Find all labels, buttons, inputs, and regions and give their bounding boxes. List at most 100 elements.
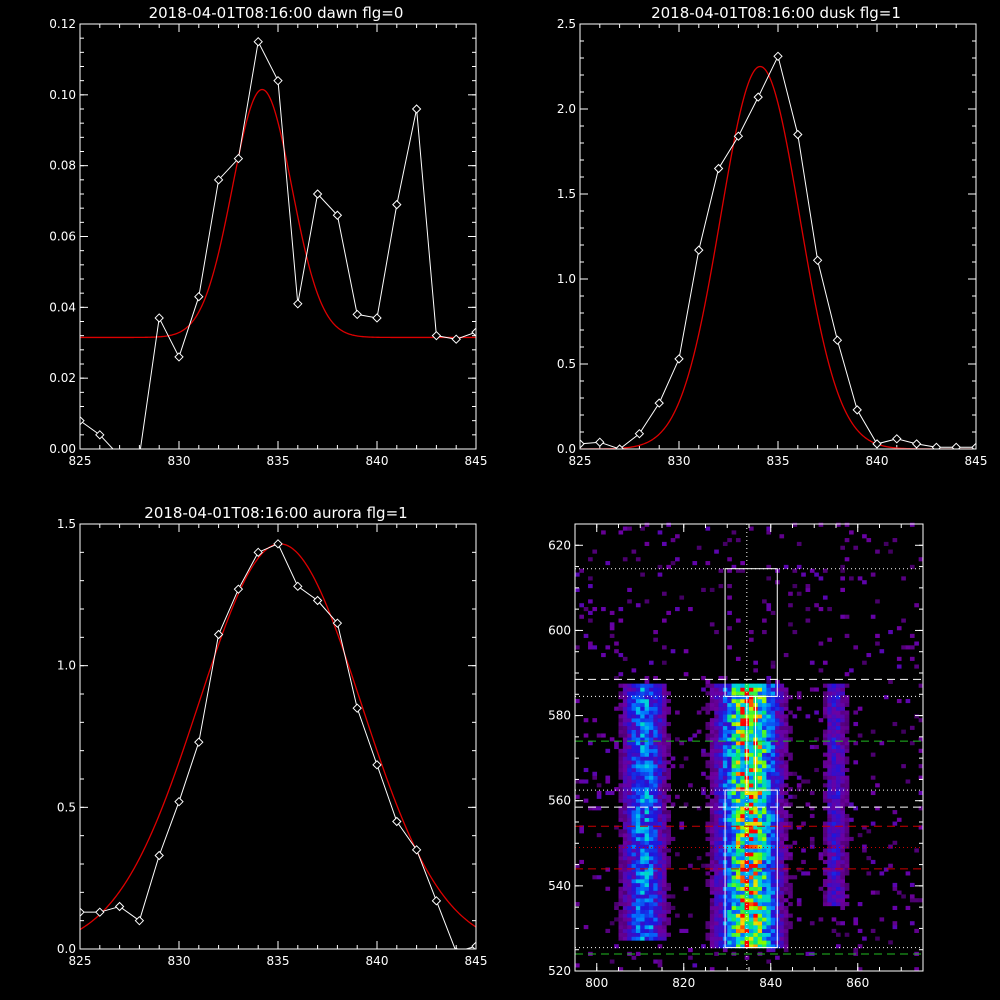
- intensity-cell: [840, 863, 845, 868]
- intensity-cell: [627, 787, 632, 792]
- intensity-cell: [709, 813, 715, 819]
- intensity-cell: [731, 764, 737, 769]
- intensity-cell: [731, 798, 737, 803]
- intensity-cell: [648, 817, 654, 822]
- intensity-cell: [640, 687, 645, 692]
- intensity-cell: [762, 802, 767, 807]
- intensity-cell: [914, 641, 919, 646]
- intensity-cell: [909, 633, 915, 638]
- intensity-cell: [648, 748, 654, 753]
- intensity-cell: [653, 959, 658, 964]
- intensity-cell: [709, 882, 715, 888]
- intensity-cell: [749, 882, 754, 888]
- intensity-cell: [740, 790, 745, 796]
- intensity-cell: [722, 767, 728, 773]
- intensity-cell: [644, 810, 650, 815]
- intensity-cell: [744, 683, 750, 688]
- intensity-cell: [635, 898, 641, 903]
- intensity-cell: [762, 871, 767, 876]
- intensity-cell: [631, 909, 637, 914]
- intensity-cell: [718, 584, 724, 589]
- aurora-data-point: [233, 584, 244, 594]
- intensity-cell: [840, 902, 845, 907]
- intensity-cell: [831, 748, 837, 753]
- dusk-data-point: [634, 428, 645, 439]
- intensity-cell: [779, 863, 785, 868]
- intensity-cell: [836, 825, 841, 830]
- intensity-cell: [627, 913, 632, 918]
- intensity-cell: [709, 691, 715, 696]
- intensity-cell: [753, 867, 758, 872]
- intensity-cell: [727, 714, 732, 719]
- intensity-cell: [718, 706, 724, 711]
- intensity-cell: [627, 737, 632, 742]
- intensity-cell: [635, 936, 641, 941]
- intensity-cell: [614, 825, 619, 830]
- intensity-cell: [775, 710, 780, 715]
- intensity-cell: [627, 764, 632, 769]
- intensity-cell: [657, 875, 663, 880]
- intensity-cell: [757, 944, 763, 949]
- intensity-cell: [622, 714, 628, 719]
- intensity-cell: [635, 760, 641, 765]
- intensity-cell: [653, 637, 658, 642]
- intensity-cell: [635, 806, 641, 811]
- intensity-cell: [588, 610, 593, 615]
- intensity-cell: [766, 848, 772, 853]
- intensity-cell: [779, 859, 785, 865]
- intensity-cell: [644, 741, 650, 746]
- intensity-cell: [892, 905, 898, 910]
- intensity-cell: [866, 856, 872, 861]
- intensity-cell: [692, 733, 698, 738]
- dawn-y-tick-label: 0.10: [49, 88, 76, 102]
- intensity-cell: [722, 775, 728, 780]
- intensity-cell: [827, 890, 832, 895]
- intensity-cell: [740, 905, 745, 910]
- intensity-cell: [662, 810, 667, 815]
- intensity-cell: [822, 790, 828, 796]
- intensity-cell: [766, 875, 772, 880]
- intensity-cell: [657, 691, 663, 696]
- intensity-cell: [631, 867, 637, 872]
- intensity-cell: [762, 875, 767, 880]
- intensity-cell: [879, 741, 885, 746]
- intensity-cell: [753, 852, 758, 857]
- intensity-cell: [749, 779, 754, 784]
- intensity-cell: [718, 752, 724, 757]
- intensity-cell: [735, 798, 741, 803]
- intensity-cell: [714, 879, 719, 884]
- intensity-cell: [714, 848, 719, 853]
- intensity-cell: [727, 852, 732, 857]
- intensity-cell: [779, 833, 785, 838]
- intensity-cell: [596, 790, 602, 796]
- intensity-cell: [844, 522, 850, 527]
- intensity-cell: [753, 813, 758, 819]
- intensity-cell: [827, 817, 832, 822]
- intensity-cell: [631, 771, 637, 776]
- intensity-cell: [640, 882, 645, 888]
- intensity-cell: [709, 936, 715, 941]
- intensity-cell: [627, 886, 632, 891]
- intensity-cell: [836, 944, 841, 949]
- intensity-cell: [836, 821, 841, 826]
- intensity-cell: [648, 925, 654, 930]
- intensity-cell: [796, 917, 802, 922]
- intensity-cell: [749, 813, 754, 819]
- intensity-cell: [735, 787, 741, 792]
- intensity-cell: [648, 825, 654, 830]
- intensity-cell: [840, 614, 845, 619]
- intensity-cell: [740, 825, 745, 830]
- intensity-cell: [792, 840, 798, 845]
- intensity-cell: [618, 806, 624, 811]
- intensity-cell: [788, 695, 793, 700]
- intensity-cell: [857, 733, 863, 738]
- intensity-cell: [644, 848, 650, 853]
- intensity-cell: [740, 898, 745, 903]
- intensity-cell: [688, 913, 693, 918]
- intensity-cell: [788, 603, 793, 608]
- intensity-cell: [666, 825, 671, 830]
- intensity-cell: [657, 779, 663, 784]
- intensity-cell: [653, 687, 658, 692]
- intensity-cell: [788, 802, 793, 807]
- intensity-cell: [740, 936, 745, 941]
